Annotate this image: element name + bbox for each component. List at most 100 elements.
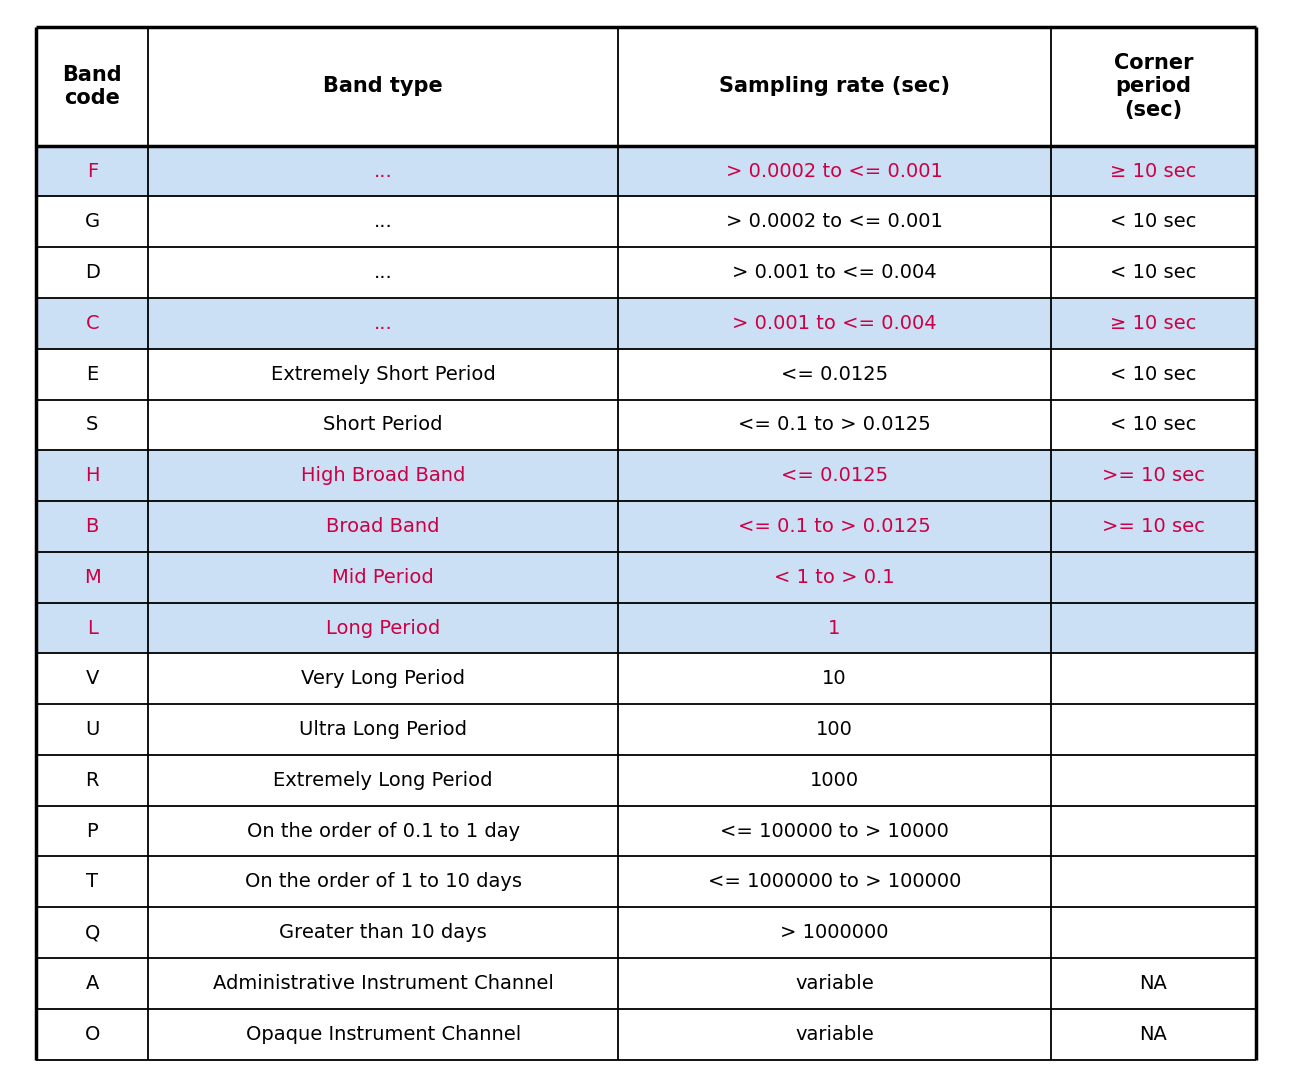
Text: U: U bbox=[85, 720, 99, 739]
Text: G: G bbox=[85, 213, 99, 231]
Text: A: A bbox=[85, 974, 99, 993]
Bar bbox=[1050, 27, 1256, 146]
Bar bbox=[1050, 958, 1256, 1009]
Bar bbox=[36, 27, 149, 146]
Bar bbox=[618, 146, 1050, 196]
Bar bbox=[36, 755, 149, 806]
Bar bbox=[618, 247, 1050, 298]
Bar bbox=[36, 501, 149, 551]
Text: variable: variable bbox=[795, 1025, 873, 1043]
Text: ...: ... bbox=[373, 263, 393, 282]
Text: B: B bbox=[85, 517, 99, 536]
Text: ≥ 10 sec: ≥ 10 sec bbox=[1110, 314, 1196, 333]
Bar bbox=[618, 196, 1050, 247]
Text: > 0.0002 to <= 0.001: > 0.0002 to <= 0.001 bbox=[726, 213, 943, 231]
Text: > 0.001 to <= 0.004: > 0.001 to <= 0.004 bbox=[733, 263, 937, 282]
Bar bbox=[36, 907, 149, 958]
Text: < 1 to > 0.1: < 1 to > 0.1 bbox=[774, 568, 895, 587]
Bar bbox=[1050, 603, 1256, 654]
Bar bbox=[149, 1009, 618, 1060]
Bar bbox=[36, 399, 149, 450]
Bar bbox=[1050, 196, 1256, 247]
Bar bbox=[618, 551, 1050, 603]
Text: <= 100000 to > 10000: <= 100000 to > 10000 bbox=[720, 821, 948, 841]
Bar bbox=[618, 958, 1050, 1009]
Text: > 0.001 to <= 0.004: > 0.001 to <= 0.004 bbox=[733, 314, 937, 333]
Bar bbox=[149, 27, 618, 146]
Bar bbox=[149, 196, 618, 247]
Bar bbox=[1050, 298, 1256, 349]
Text: > 1000000: > 1000000 bbox=[780, 924, 889, 942]
Text: < 10 sec: < 10 sec bbox=[1110, 213, 1196, 231]
Bar bbox=[149, 247, 618, 298]
Text: Band type: Band type bbox=[323, 77, 443, 96]
Bar bbox=[36, 806, 149, 857]
Text: <= 0.1 to > 0.0125: <= 0.1 to > 0.0125 bbox=[738, 415, 930, 435]
Bar bbox=[149, 146, 618, 196]
Text: High Broad Band: High Broad Band bbox=[301, 466, 465, 486]
Bar bbox=[36, 349, 149, 399]
Bar bbox=[618, 27, 1050, 146]
Text: Short Period: Short Period bbox=[323, 415, 443, 435]
Text: Band
code: Band code bbox=[62, 65, 121, 108]
Bar bbox=[36, 654, 149, 705]
Bar bbox=[149, 399, 618, 450]
Text: Ultra Long Period: Ultra Long Period bbox=[300, 720, 468, 739]
Text: <= 1000000 to > 100000: <= 1000000 to > 100000 bbox=[708, 873, 961, 891]
Text: <= 0.0125: <= 0.0125 bbox=[780, 466, 888, 486]
Bar bbox=[618, 907, 1050, 958]
Text: 10: 10 bbox=[822, 669, 846, 688]
Bar bbox=[149, 705, 618, 755]
Bar bbox=[149, 349, 618, 399]
Text: ≥ 10 sec: ≥ 10 sec bbox=[1110, 162, 1196, 180]
Bar bbox=[36, 450, 149, 501]
Text: M: M bbox=[84, 568, 101, 587]
Bar bbox=[618, 806, 1050, 857]
Bar bbox=[149, 501, 618, 551]
Bar bbox=[149, 654, 618, 705]
Text: ...: ... bbox=[373, 314, 393, 333]
Bar bbox=[1050, 146, 1256, 196]
Text: ...: ... bbox=[373, 213, 393, 231]
Bar bbox=[1050, 501, 1256, 551]
Text: Broad Band: Broad Band bbox=[327, 517, 439, 536]
Bar bbox=[36, 146, 149, 196]
Text: Mid Period: Mid Period bbox=[332, 568, 434, 587]
Text: O: O bbox=[84, 1025, 99, 1043]
Bar bbox=[618, 349, 1050, 399]
Text: On the order of 0.1 to 1 day: On the order of 0.1 to 1 day bbox=[247, 821, 519, 841]
Text: <= 0.1 to > 0.0125: <= 0.1 to > 0.0125 bbox=[738, 517, 930, 536]
Bar bbox=[618, 857, 1050, 907]
Bar bbox=[149, 603, 618, 654]
Bar bbox=[1050, 907, 1256, 958]
Bar bbox=[36, 1009, 149, 1060]
Bar bbox=[149, 907, 618, 958]
Text: <= 0.0125: <= 0.0125 bbox=[780, 365, 888, 384]
Text: Administrative Instrument Channel: Administrative Instrument Channel bbox=[213, 974, 553, 993]
Text: H: H bbox=[85, 466, 99, 486]
Bar bbox=[618, 1009, 1050, 1060]
Bar bbox=[1050, 551, 1256, 603]
Bar bbox=[149, 298, 618, 349]
Text: 1: 1 bbox=[828, 618, 841, 638]
Bar bbox=[1050, 806, 1256, 857]
Bar bbox=[36, 298, 149, 349]
Text: variable: variable bbox=[795, 974, 873, 993]
Text: Extremely Short Period: Extremely Short Period bbox=[271, 365, 496, 384]
Text: D: D bbox=[85, 263, 99, 282]
Bar bbox=[1050, 705, 1256, 755]
Bar bbox=[36, 551, 149, 603]
Bar bbox=[1050, 1009, 1256, 1060]
Bar bbox=[618, 755, 1050, 806]
Text: Very Long Period: Very Long Period bbox=[301, 669, 465, 688]
Bar bbox=[1050, 450, 1256, 501]
Bar bbox=[618, 654, 1050, 705]
Bar bbox=[149, 958, 618, 1009]
Text: 1000: 1000 bbox=[810, 770, 859, 790]
Bar bbox=[149, 755, 618, 806]
Text: >= 10 sec: >= 10 sec bbox=[1102, 517, 1205, 536]
Bar bbox=[149, 450, 618, 501]
Text: < 10 sec: < 10 sec bbox=[1110, 263, 1196, 282]
Bar bbox=[1050, 755, 1256, 806]
Bar bbox=[36, 247, 149, 298]
